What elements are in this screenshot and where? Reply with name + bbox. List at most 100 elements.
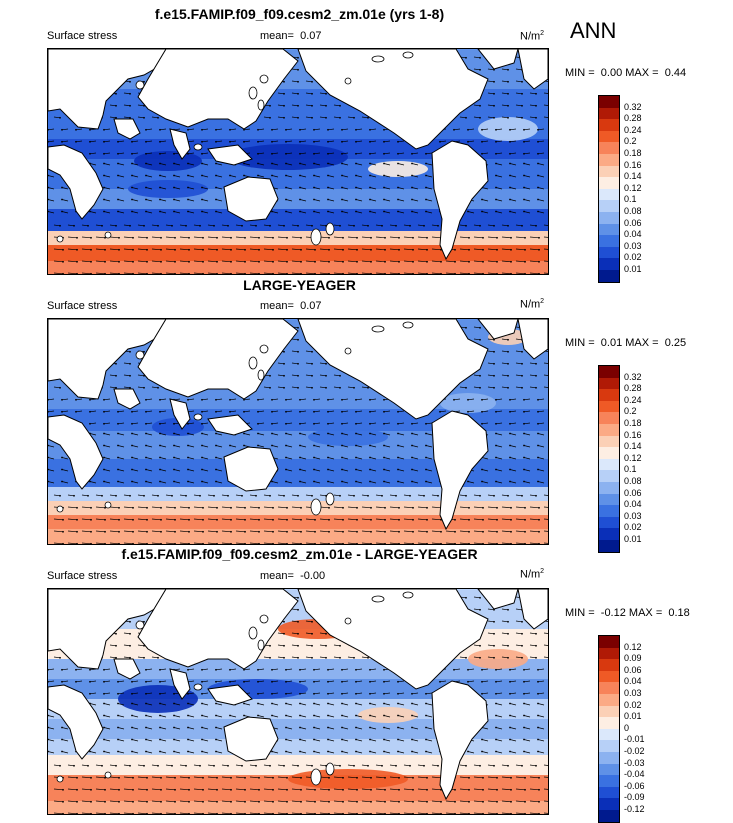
wind-vector-head <box>229 680 231 683</box>
wind-vector-head <box>103 152 105 155</box>
wind-vector-head <box>328 506 330 509</box>
island <box>371 325 385 333</box>
wind-vector-head <box>174 530 176 533</box>
wind-vector <box>193 260 204 263</box>
wind-vector <box>403 248 414 251</box>
wind-vector-head <box>467 410 469 413</box>
wind-vector-head <box>510 272 512 274</box>
wind-vector-head <box>313 128 315 131</box>
wind-vector <box>529 800 540 803</box>
wind-vector <box>341 692 349 695</box>
panel-2-max-value: 0.25 <box>664 337 687 349</box>
wind-vector <box>369 175 377 178</box>
wind-vector-head <box>201 186 203 189</box>
wind-vector <box>543 272 548 274</box>
wind-vector-head <box>62 260 64 263</box>
wind-vector <box>277 236 288 239</box>
wind-vector <box>333 518 344 521</box>
panel-3-max-label: MAX = <box>628 607 663 619</box>
wind-vector <box>319 92 327 95</box>
wind-vector <box>529 518 540 521</box>
wind-vector-head <box>398 812 400 814</box>
wind-vector-head <box>185 764 187 767</box>
island <box>371 55 385 63</box>
wind-vector-head <box>356 260 358 263</box>
wind-vector <box>313 199 321 202</box>
wind-vector-head <box>384 272 386 274</box>
wind-vector-head <box>327 468 329 471</box>
wind-vector-head <box>327 738 329 741</box>
wind-vector-head <box>339 374 341 377</box>
wind-vector-head <box>145 398 147 401</box>
wind-vector-head <box>468 248 470 251</box>
wind-vector-head <box>117 692 119 695</box>
wind-vector <box>89 680 97 683</box>
wind-vector-head <box>369 692 371 695</box>
wind-vector <box>151 494 159 497</box>
wind-vector <box>543 362 548 364</box>
wind-vector <box>145 668 153 671</box>
wind-vector <box>173 715 181 718</box>
wind-vector-head <box>523 210 525 213</box>
wind-vector-head <box>104 518 106 521</box>
wind-vector <box>187 692 195 695</box>
wind-vector <box>257 433 265 436</box>
wind-vector <box>327 211 335 214</box>
wind-vector <box>159 187 167 190</box>
wind-vector-head <box>297 596 299 599</box>
wind-vector-head <box>132 812 134 814</box>
wind-vector-head <box>201 140 203 143</box>
wind-vector-head <box>384 506 386 509</box>
panel-2-mean-value: 0.07 <box>300 300 322 312</box>
wind-vector <box>123 542 134 544</box>
wind-vector <box>215 680 223 683</box>
wind-vector <box>131 410 139 413</box>
wind-vector <box>159 481 167 484</box>
wind-vector <box>305 224 313 227</box>
wind-vector <box>355 211 363 214</box>
wind-vector-head <box>76 530 78 533</box>
wind-vector-head <box>243 128 245 131</box>
wind-vector-head <box>129 104 131 107</box>
island <box>259 344 269 354</box>
wind-vector <box>159 175 167 178</box>
wind-vector <box>75 398 83 401</box>
wind-vector-head <box>411 210 413 213</box>
wind-vector <box>389 530 400 533</box>
wind-vector-head <box>467 680 469 683</box>
wind-vector-head <box>159 714 161 717</box>
wind-vector-head <box>535 362 537 365</box>
wind-vector <box>48 211 55 214</box>
wind-vector-head <box>76 260 78 263</box>
panel-2-min-value: 0.01 <box>600 337 623 349</box>
wind-vector <box>397 152 405 155</box>
wind-vector-head <box>201 152 203 155</box>
wind-vector-head <box>481 468 483 471</box>
wind-vector-head <box>173 468 175 471</box>
wind-vector <box>187 211 195 214</box>
wind-vector-head <box>257 162 259 165</box>
wind-vector <box>459 542 470 544</box>
wind-vector <box>159 410 167 413</box>
wind-vector-head <box>327 210 329 213</box>
wind-vector <box>109 788 120 791</box>
wind-vector <box>291 494 299 497</box>
wind-vector-head <box>199 224 201 227</box>
wind-vector <box>221 776 232 779</box>
panel-1-mean: mean= 0.07 <box>260 30 322 42</box>
wind-vector <box>67 506 78 509</box>
wind-vector <box>235 494 243 497</box>
wind-vector <box>523 187 531 190</box>
wind-vector <box>333 494 341 497</box>
wind-vector <box>355 140 363 143</box>
colorbar-tick-label: -0.09 <box>624 792 645 803</box>
wind-vector <box>53 116 61 119</box>
wind-vector <box>187 175 195 178</box>
wind-vector <box>145 422 153 425</box>
wind-vector-head <box>173 174 175 177</box>
colorbar-swatch <box>599 647 619 660</box>
wind-vector-head <box>342 518 344 521</box>
wind-vector-head <box>426 542 428 544</box>
wind-vector-head <box>201 668 203 671</box>
wind-vector <box>341 128 349 131</box>
